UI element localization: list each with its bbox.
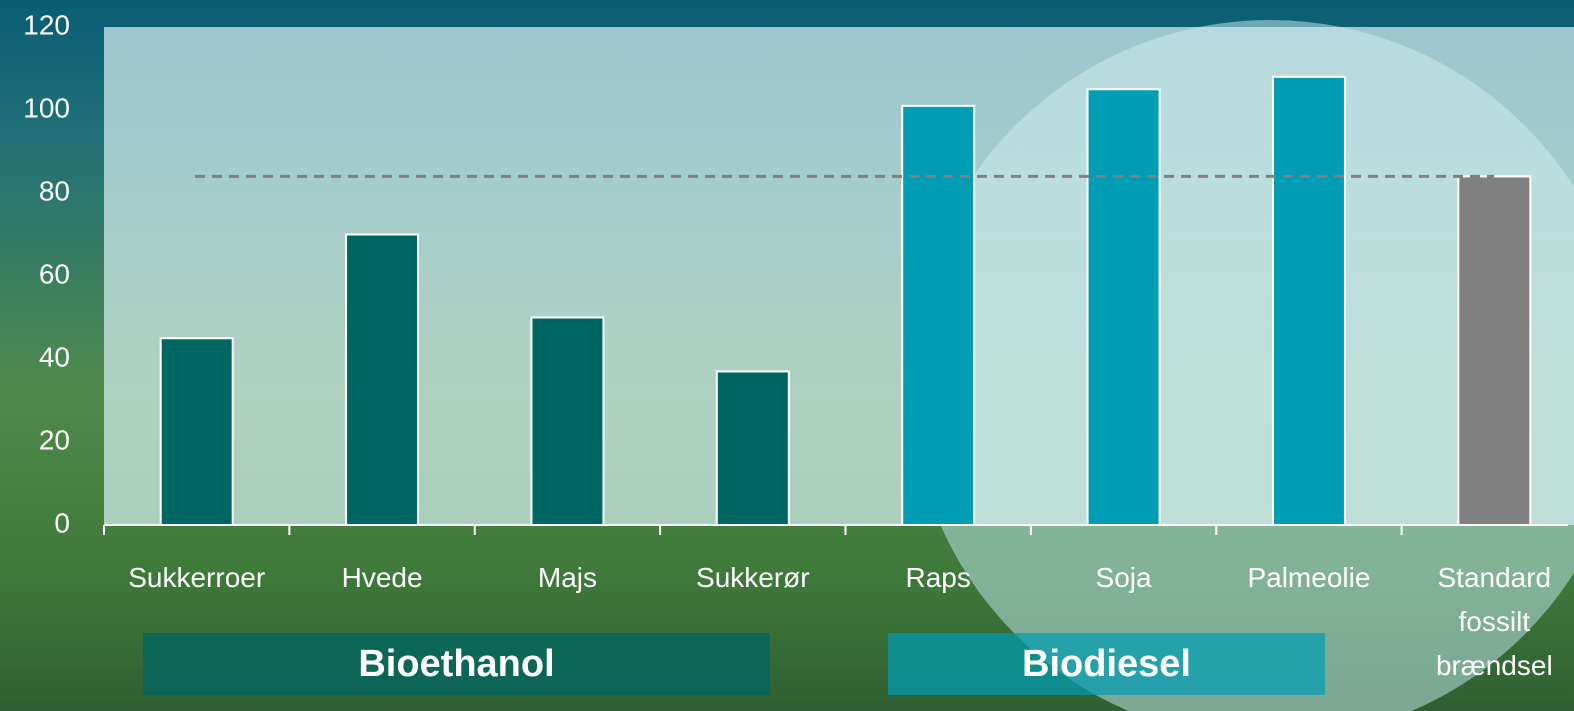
x-tick-label: Sukkerør <box>678 556 828 600</box>
x-tick-label: Raps <box>863 556 1013 600</box>
bar <box>531 318 603 526</box>
y-tick-label: 80 <box>39 175 70 206</box>
bar <box>1273 77 1345 525</box>
y-tick-label: 20 <box>39 424 70 455</box>
x-tick-label: Hvede <box>307 556 457 600</box>
bar <box>346 235 418 526</box>
bar <box>902 106 974 525</box>
group-label: Bioethanol <box>143 633 770 695</box>
y-tick-label: 0 <box>54 507 70 538</box>
y-tick-label: 60 <box>39 258 70 289</box>
y-tick-label: 120 <box>23 9 70 40</box>
x-tick-label: Standard fossilt brændsel <box>1419 556 1569 688</box>
x-tick-label: Sukkerroer <box>122 556 272 600</box>
x-tick-label: Majs <box>492 556 642 600</box>
bar <box>1088 89 1160 525</box>
chart: 0 20 40 60 80 100 120 <box>0 0 1574 711</box>
plot-area <box>104 27 1574 525</box>
page: 020406080100120 Bioethanol Biodiesel (()… <box>0 0 1574 711</box>
x-tick-label: Palmeolie <box>1234 556 1384 600</box>
group-label: Biodiesel <box>888 633 1325 695</box>
x-tick-label: Soja <box>1049 556 1199 600</box>
bar <box>717 371 789 525</box>
y-tick-label: 40 <box>39 341 70 372</box>
y-tick-label: 100 <box>23 92 70 123</box>
bar <box>1458 176 1530 525</box>
bar <box>161 338 233 525</box>
